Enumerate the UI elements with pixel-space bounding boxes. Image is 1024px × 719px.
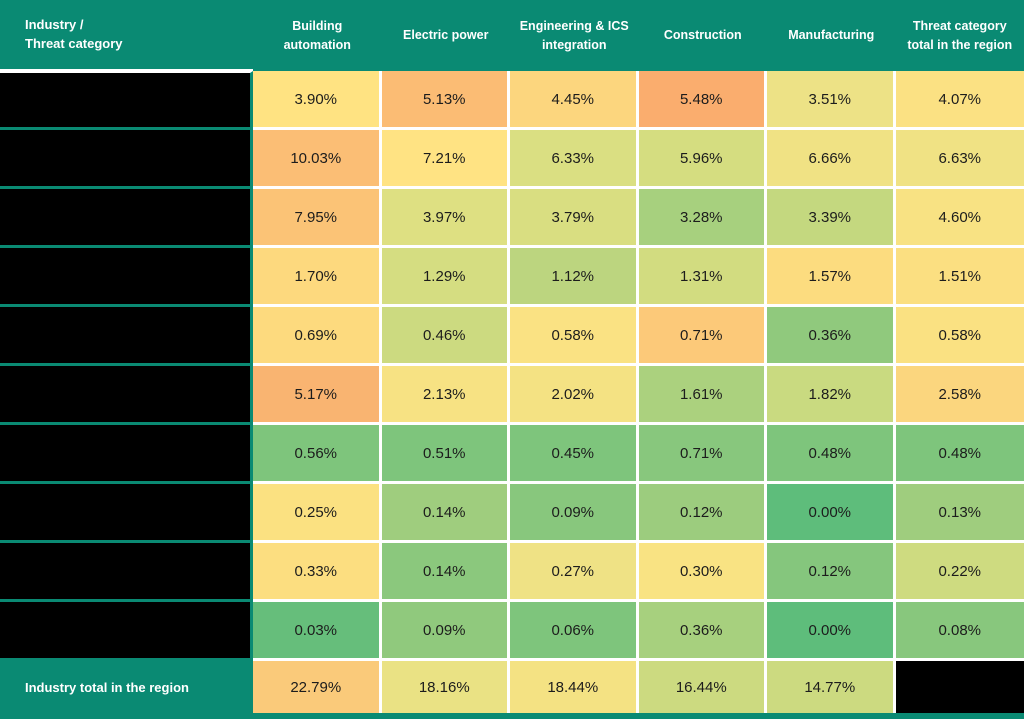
- heatmap-cell: 2.02%: [510, 366, 639, 425]
- row-label-redacted: [0, 130, 253, 189]
- heatmap-cell: 3.79%: [510, 189, 639, 248]
- heatmap-cell: 0.22%: [895, 543, 1024, 602]
- heatmap-cell: 0.58%: [510, 307, 639, 366]
- heatmap-cell: 0.71%: [638, 425, 767, 484]
- industry-total-cell: 18.16%: [381, 661, 510, 713]
- column-header-threat-category-total-in-the-region: Threat category total in the region: [895, 0, 1024, 71]
- industry-total-cell: 14.77%: [767, 661, 896, 713]
- heatmap-cell: 0.00%: [767, 602, 896, 661]
- row-label-redacted: [0, 484, 253, 543]
- heatmap-cell: 0.56%: [253, 425, 382, 484]
- heatmap-cell: 0.14%: [381, 484, 510, 543]
- heatmap-cell: 0.30%: [638, 543, 767, 602]
- column-header-construction: Construction: [638, 0, 767, 71]
- heatmap-cell: 10.03%: [253, 130, 382, 189]
- heatmap-cell: 0.51%: [381, 425, 510, 484]
- heatmap-cell: 0.45%: [510, 425, 639, 484]
- industry-total-cell: 16.44%: [638, 661, 767, 713]
- row-label-redacted: [0, 543, 253, 602]
- heatmap-cell: 3.90%: [253, 71, 382, 130]
- heatmap-cell: 6.66%: [767, 130, 896, 189]
- industry-total-cell: 18.44%: [510, 661, 639, 713]
- heatmap-cell: 0.25%: [253, 484, 382, 543]
- heatmap-cell: 0.69%: [253, 307, 382, 366]
- column-header-manufacturing: Manufacturing: [767, 0, 896, 71]
- heatmap-cell: 0.14%: [381, 543, 510, 602]
- heatmap-cell: 0.12%: [638, 484, 767, 543]
- row-label-redacted: [0, 71, 253, 130]
- heatmap-cell: 2.58%: [895, 366, 1024, 425]
- heatmap-cell: 0.12%: [767, 543, 896, 602]
- heatmap-cell: 6.33%: [510, 130, 639, 189]
- row-label-redacted: [0, 602, 253, 661]
- heatmap-cell: 1.29%: [381, 248, 510, 307]
- row-label-redacted: [0, 425, 253, 484]
- heatmap-cell: 1.61%: [638, 366, 767, 425]
- heatmap-cell: 3.51%: [767, 71, 896, 130]
- column-header-electric-power: Electric power: [381, 0, 510, 71]
- column-header-engineering-ics-integration: Engineering & ICS integration: [510, 0, 639, 71]
- heatmap-cell: 3.28%: [638, 189, 767, 248]
- heatmap-cell: 1.70%: [253, 248, 382, 307]
- heatmap-cell: 0.03%: [253, 602, 382, 661]
- row-label-redacted: [0, 248, 253, 307]
- heatmap-cell: 5.13%: [381, 71, 510, 130]
- heatmap-cell: 1.31%: [638, 248, 767, 307]
- heatmap-cell: 2.13%: [381, 366, 510, 425]
- heatmap-cell: 6.63%: [895, 130, 1024, 189]
- heatmap-cell: 3.39%: [767, 189, 896, 248]
- heatmap-cell: 0.48%: [767, 425, 896, 484]
- heatmap-cell: 0.71%: [638, 307, 767, 366]
- heatmap-cell: 1.57%: [767, 248, 896, 307]
- heatmap-cell: 1.12%: [510, 248, 639, 307]
- heatmap-cell: 0.00%: [767, 484, 896, 543]
- heatmap-cell: 7.95%: [253, 189, 382, 248]
- heatmap-cell: 5.17%: [253, 366, 382, 425]
- heatmap-cell: 0.06%: [510, 602, 639, 661]
- heatmap-cell: 0.36%: [767, 307, 896, 366]
- heatmap-cell: 0.58%: [895, 307, 1024, 366]
- heatmap-cell: 4.45%: [510, 71, 639, 130]
- heatmap-cell: 0.36%: [638, 602, 767, 661]
- heatmap-cell: 0.33%: [253, 543, 382, 602]
- footer-total-redacted-cell: [895, 661, 1024, 713]
- heatmap-cell: 0.48%: [895, 425, 1024, 484]
- heatmap-cell: 5.96%: [638, 130, 767, 189]
- industry-total-cell: 22.79%: [253, 661, 382, 713]
- heatmap-cell: 7.21%: [381, 130, 510, 189]
- heatmap-cell: 1.51%: [895, 248, 1024, 307]
- heatmap-cell: 5.48%: [638, 71, 767, 130]
- heatmap-cell: 0.46%: [381, 307, 510, 366]
- column-header-building-automation: Building automation: [253, 0, 382, 71]
- heatmap-cell: 3.97%: [381, 189, 510, 248]
- heatmap-cell: 4.60%: [895, 189, 1024, 248]
- row-label-redacted: [0, 189, 253, 248]
- heatmap-cell: 0.09%: [381, 602, 510, 661]
- heatmap-cell: 0.27%: [510, 543, 639, 602]
- row-label-redacted: [0, 307, 253, 366]
- heatmap-cell: 1.82%: [767, 366, 896, 425]
- footer-industry-total-label: Industry total in the region: [0, 661, 253, 713]
- heatmap-cell: 4.07%: [895, 71, 1024, 130]
- corner-header-industry-threat-category: Industry / Threat category: [0, 0, 253, 71]
- heatmap-cell: 0.08%: [895, 602, 1024, 661]
- heatmap-cell: 0.09%: [510, 484, 639, 543]
- row-label-redacted: [0, 366, 253, 425]
- heatmap-cell: 0.13%: [895, 484, 1024, 543]
